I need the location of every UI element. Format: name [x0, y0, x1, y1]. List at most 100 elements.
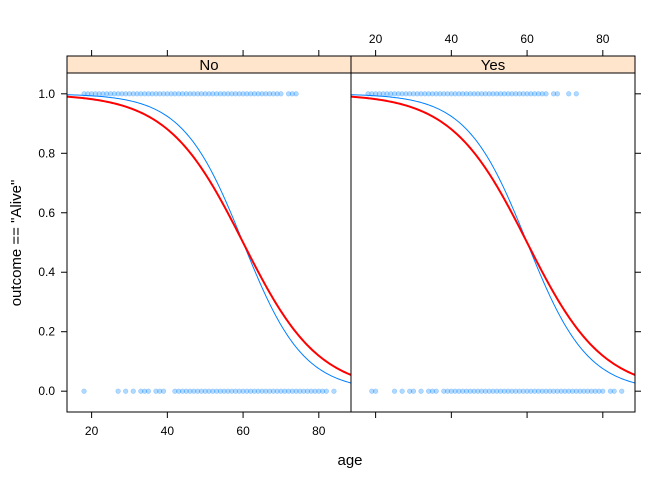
- data-point: [179, 91, 186, 97]
- plot-area: [351, 91, 635, 394]
- data-point: [395, 91, 401, 97]
- data-point: [554, 388, 560, 394]
- data-point: [172, 91, 178, 97]
- data-point: [448, 91, 454, 97]
- x-tick-label: 20: [369, 32, 383, 46]
- data-point: [588, 388, 595, 394]
- data-point: [221, 91, 227, 97]
- data-point: [149, 91, 155, 97]
- data-point: [558, 388, 564, 394]
- data-point: [104, 91, 110, 97]
- data-point: [164, 91, 170, 97]
- panels-layer: No 20 40 60 80 Yes 20 40 60 80 0.0 0.2 0.4 0.6 0.8 1.0: [38, 32, 641, 438]
- data-point: [426, 388, 432, 394]
- data-point: [600, 388, 606, 394]
- data-point: [391, 388, 398, 394]
- data-point: [270, 91, 276, 97]
- fit-curve-thick: [67, 95, 351, 376]
- data-point: [467, 91, 473, 97]
- data-point: [535, 388, 542, 394]
- y-tick-label: 0.4: [38, 265, 55, 279]
- panel-yes: Yes 20 40 60 80: [350, 32, 636, 418]
- data-point: [501, 91, 507, 97]
- data-point: [486, 91, 492, 97]
- data-point: [463, 91, 470, 97]
- data-point: [497, 388, 504, 394]
- data-point: [407, 388, 413, 394]
- data-point: [497, 91, 504, 97]
- data-point: [479, 388, 485, 394]
- data-point: [293, 388, 299, 394]
- data-point: [509, 91, 515, 97]
- data-point: [482, 91, 489, 97]
- data-point: [130, 91, 136, 97]
- data-point: [270, 388, 276, 394]
- data-point: [213, 388, 220, 394]
- data-point: [107, 91, 114, 97]
- y-axis-title: outcome == "Alive": [8, 180, 25, 307]
- data-point: [183, 91, 189, 97]
- data-point: [248, 388, 254, 394]
- data-point: [244, 91, 250, 97]
- fit-curve-thin: [351, 94, 635, 384]
- data-point: [240, 91, 246, 97]
- data-point: [422, 91, 428, 97]
- data-point: [528, 91, 534, 97]
- data-point: [206, 388, 212, 394]
- data-point: [126, 91, 133, 97]
- data-point: [312, 388, 318, 394]
- data-point: [607, 388, 613, 394]
- data-point: [274, 388, 280, 394]
- data-point: [513, 388, 519, 394]
- data-point: [130, 388, 136, 394]
- data-point: [123, 91, 129, 97]
- data-point: [81, 388, 87, 394]
- data-point: [562, 388, 568, 394]
- data-point: [410, 388, 417, 394]
- y-tick-label: 0.6: [38, 206, 55, 220]
- data-point: [255, 388, 261, 394]
- data-point: [145, 91, 152, 97]
- panel-no: No 20 40 60 80: [66, 50, 352, 438]
- data-point: [263, 388, 269, 394]
- data-point: [482, 388, 489, 394]
- data-point: [486, 388, 492, 394]
- data-point: [210, 91, 216, 97]
- data-point: [266, 91, 273, 97]
- data-point: [195, 388, 201, 394]
- data-point: [172, 388, 178, 394]
- data-point: [611, 388, 617, 394]
- data-point: [585, 388, 591, 394]
- data-point: [198, 388, 205, 394]
- data-point: [316, 388, 322, 394]
- data-point: [463, 388, 470, 394]
- x-tick-label: 80: [312, 424, 326, 438]
- data-point: [399, 91, 405, 97]
- data-point: [138, 91, 144, 97]
- data-point: [471, 388, 477, 394]
- data-point: [490, 91, 496, 97]
- data-point: [573, 91, 579, 97]
- data-point: [520, 91, 526, 97]
- data-point: [285, 388, 292, 394]
- points: [365, 91, 625, 394]
- data-point: [289, 91, 295, 97]
- data-point: [191, 91, 197, 97]
- y-tick-label: 1.0: [38, 87, 55, 101]
- data-point: [426, 91, 432, 97]
- data-point: [210, 388, 216, 394]
- data-point: [429, 388, 436, 394]
- data-point: [528, 388, 534, 394]
- data-point: [263, 91, 269, 97]
- data-point: [448, 388, 454, 394]
- data-point: [460, 91, 466, 97]
- data-point: [123, 388, 129, 394]
- data-point: [304, 388, 311, 394]
- data-point: [513, 91, 519, 97]
- data-point: [369, 91, 375, 97]
- data-point: [569, 388, 576, 394]
- data-point: [308, 388, 314, 394]
- data-point: [274, 91, 280, 97]
- x-axis-title: age: [337, 452, 362, 469]
- data-point: [444, 91, 451, 97]
